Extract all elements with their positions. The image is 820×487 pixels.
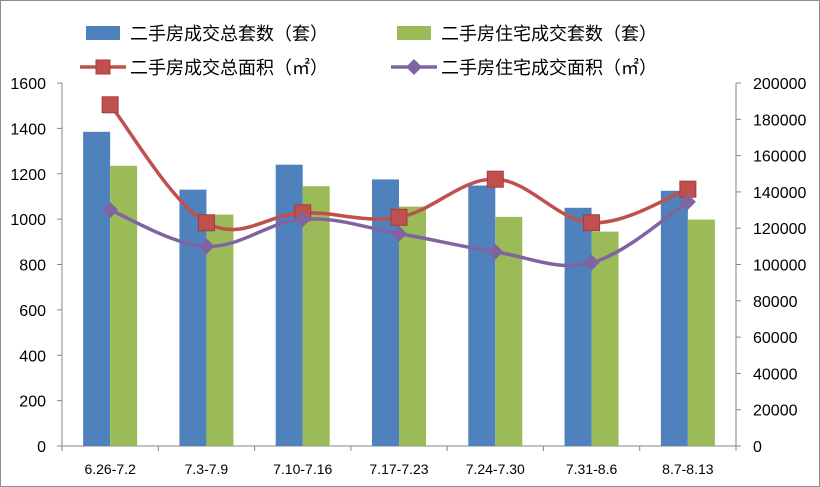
left-axis-tick-label: 200 [19, 394, 46, 411]
x-axis-tick-label: 7.10-7.16 [273, 461, 332, 477]
legend-item: 二手房成交总套数（套） [86, 24, 328, 45]
right-axis-tick-label: 140000 [753, 185, 806, 202]
bar-residential-units [206, 214, 234, 446]
lines [101, 96, 697, 271]
legend-label: 二手房住宅成交套数（套） [441, 24, 657, 45]
bar-total-units [564, 207, 592, 446]
legend-label: 二手房成交总套数（套） [130, 24, 328, 45]
legend-swatch [86, 26, 120, 40]
x-axis-tick-label: 6.26-7.2 [84, 461, 136, 477]
bar-total-units [660, 190, 688, 446]
bar-total-units [468, 185, 496, 447]
x-axis-tick-label: 7.17-7.23 [369, 461, 428, 477]
left-axis-tick-label: 800 [19, 258, 46, 275]
bars [83, 131, 715, 447]
marker-residential-area [294, 211, 311, 228]
legend-label: 二手房成交总面积（㎡） [130, 57, 328, 79]
left-axis-tick-label: 600 [19, 303, 46, 320]
marker-residential-area [679, 193, 696, 210]
legend-item: 二手房住宅成交套数（套） [397, 24, 657, 45]
left-axis-tick-label: 1600 [10, 76, 46, 93]
marker-total-area [197, 214, 215, 232]
x-axis-tick-label: 7.31-8.6 [566, 461, 618, 477]
right-axis-tick-label: 80000 [753, 294, 798, 311]
marker-total-area [101, 96, 119, 114]
right-axis-tick-label: 40000 [753, 366, 798, 383]
legend-label: 二手房住宅成交面积（㎡） [441, 57, 657, 79]
right-axis-tick-label: 60000 [753, 330, 798, 347]
x-axis-tick-label: 7.3-7.9 [185, 461, 229, 477]
left-axis-tick-label: 0 [37, 439, 46, 456]
right-axis-tick-label: 100000 [753, 258, 806, 275]
marker-residential-area [102, 202, 119, 219]
right-axis-tick-label: 0 [753, 439, 762, 456]
bar-total-units [83, 131, 111, 446]
tick-labels: 0 200 400 600 800 1000 1200 1400 1600 0 20000 40000… [10, 76, 806, 477]
bar-residential-units [687, 219, 715, 446]
bar-residential-units [591, 231, 619, 446]
legend-item: 二手房成交总面积（㎡） [80, 57, 328, 79]
marker-total-area [390, 208, 408, 226]
x-axis-tick-label: 8.7-8.13 [662, 461, 714, 477]
bar-residential-units [399, 206, 426, 446]
left-axis-tick-label: 1400 [10, 121, 46, 138]
marker-residential-area [391, 225, 407, 242]
marker-total-area [583, 214, 601, 232]
legend-item: 二手房住宅成交面积（㎡） [391, 57, 657, 79]
left-axis-tick-label: 1200 [10, 167, 46, 184]
legend-swatch [397, 26, 431, 40]
bar-residential-units [302, 186, 330, 446]
right-axis-tick-label: 180000 [753, 112, 806, 129]
marker-residential-area [198, 238, 215, 255]
bar-total-units [179, 189, 207, 446]
left-axis-tick-label: 400 [19, 348, 46, 365]
right-axis-tick-label: 120000 [753, 221, 806, 238]
legend: 二手房成交总套数（套） 二手房住宅成交套数（套） 二手房成交总面积（㎡） 二手房住宅成… [80, 24, 657, 79]
x-axis-tick-label: 7.24-7.30 [466, 461, 525, 477]
marker-residential-area [487, 243, 504, 260]
marker-total-area [486, 170, 504, 188]
left-axis-tick-label: 1000 [10, 212, 46, 229]
right-axis-tick-label: 160000 [753, 149, 806, 166]
right-axis-tick-label: 200000 [753, 76, 806, 93]
marker-residential-area [583, 254, 600, 271]
right-axis-tick-label: 20000 [753, 403, 798, 420]
